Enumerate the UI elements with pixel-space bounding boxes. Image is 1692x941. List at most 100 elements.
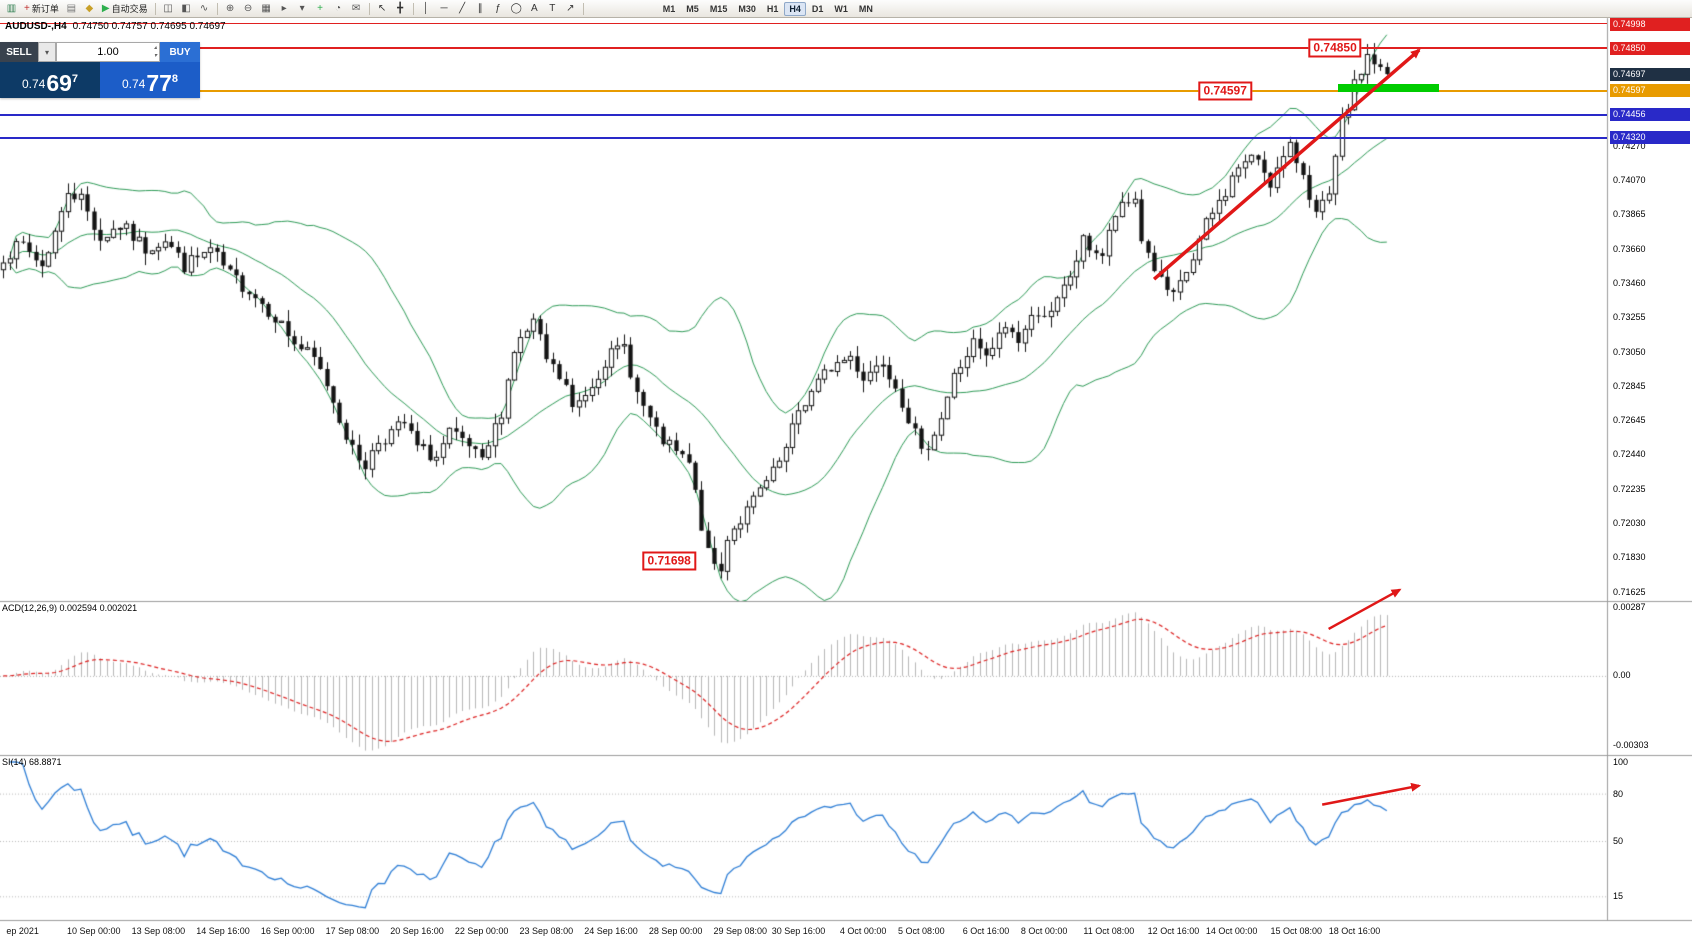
price-tag-0.74597: 0.74597 [1610, 84, 1690, 98]
timeframe-m5-button[interactable]: M5 [686, 3, 699, 14]
price-flag-0.74850[interactable]: 0.74850 [1308, 38, 1362, 58]
price-flag-0.71698[interactable]: 0.71698 [642, 551, 696, 571]
price-scale-label: 0.72845 [1613, 381, 1646, 392]
arrows-tool-icon[interactable]: ↗ [562, 1, 579, 17]
price-scale-label: 0.73460 [1613, 277, 1646, 288]
macd-axis-zero: 0.00 [1613, 669, 1631, 680]
time-axis-label: 23 Sep 08:00 [519, 926, 574, 936]
profiles-icon[interactable]: ◆ [81, 1, 98, 17]
timeframe-d1-button[interactable]: D1 [811, 3, 824, 14]
time-axis-label: 16 Sep 00:00 [260, 926, 315, 936]
horizontal-line-icon[interactable]: ─ [436, 1, 453, 17]
timeframe-m30-button[interactable]: M30 [738, 3, 756, 14]
volume-input[interactable]: 1.00 ▴ ▾ [56, 42, 160, 62]
line-chart-icon[interactable]: ∿ [196, 1, 213, 17]
timeframe-mn-button[interactable]: MN [858, 3, 873, 14]
charts-icon: ▤ [66, 2, 77, 14]
autotrading-icon: ▶ [101, 2, 110, 14]
channel-icon: ∥ [477, 2, 483, 14]
rsi-scale-label: 100 [1613, 757, 1629, 767]
price-scale-label: 0.74270 [1613, 141, 1646, 152]
buy-price-display[interactable]: 0.74 77 8 [100, 62, 200, 98]
sell-price-display[interactable]: 0.74 69 7 [0, 62, 100, 98]
new-order-icon: + [24, 2, 30, 14]
timeframe-h1-button[interactable]: H1 [766, 3, 779, 14]
buy-button[interactable]: BUY [160, 42, 200, 62]
zoom-out-icon[interactable]: ⊖ [240, 1, 257, 17]
volume-down-arrow[interactable]: ▾ [153, 53, 157, 59]
new-order-button[interactable]: + 新订单 [21, 1, 62, 17]
fibonacci-icon[interactable]: ƒ [490, 1, 507, 17]
template-mail-icon: ✉ [351, 2, 361, 14]
auto-scroll-icon[interactable]: ▸ [276, 1, 293, 17]
price-line-0.74998[interactable] [0, 22, 1607, 24]
add-indicator-icon[interactable]: + [312, 1, 329, 17]
time-axis-label: 29 Sep 08:00 [713, 926, 768, 936]
price-scale-label: 0.73050 [1613, 346, 1646, 357]
add-indicator-icon: + [317, 2, 323, 14]
macd-axis-min: -0.00303 [1613, 740, 1649, 750]
trendline-icon[interactable]: ╱ [454, 1, 471, 17]
new-order-button-label: 新订单 [31, 4, 59, 14]
time-axis-label: 17 Sep 08:00 [325, 926, 380, 936]
time-axis-label: 13 Sep 08:00 [131, 926, 186, 936]
template-mail-icon[interactable]: ✉ [348, 1, 365, 17]
timeframe-h4-button[interactable]: H4 [784, 1, 806, 16]
time-axis-label: 11 Oct 08:00 [1083, 926, 1135, 936]
time-axis-label: 24 Sep 16:00 [584, 926, 638, 936]
timeframe-group: M1 M5 M15 M30 H1 H4 D1 W1 MN [658, 1, 878, 16]
price-line-0.74456[interactable] [0, 113, 1607, 116]
zoom-out-icon: ⊖ [243, 2, 253, 14]
autotrading-button-label: 自动交易 [111, 4, 148, 14]
channel-icon[interactable]: ∥ [472, 1, 489, 17]
volume-dropdown[interactable]: ▾ [38, 42, 56, 62]
price-scale-label: 0.73865 [1613, 209, 1646, 220]
textbox-icon[interactable]: T [544, 1, 561, 17]
charts-icon[interactable]: ▤ [63, 1, 80, 17]
chart-window-icon[interactable]: ▥ [3, 1, 20, 17]
price-line-0.74850[interactable] [0, 47, 1607, 50]
period-icon[interactable]: ◔ [330, 1, 347, 17]
timeframe-m15-button[interactable]: M15 [709, 3, 728, 14]
time-axis-label: 8 Oct 00:00 [1020, 926, 1068, 936]
bars-chart-icon[interactable]: ◫ [160, 1, 177, 17]
shapes-icon[interactable]: ◯ [508, 1, 525, 17]
chart-shift-icon[interactable]: ▾ [294, 1, 311, 17]
price-line-0.74320[interactable] [0, 136, 1607, 139]
price-tag-0.74850: 0.74850 [1610, 41, 1690, 55]
chevron-down-icon: ▾ [44, 47, 49, 57]
autotrading-button[interactable]: ▶ 自动交易 [99, 1, 151, 17]
zoom-in-icon[interactable]: ⊕ [222, 1, 239, 17]
sell-button[interactable]: SELL [0, 42, 38, 62]
textbox-icon: T [549, 2, 556, 14]
crosshair-icon[interactable]: ╋ [392, 1, 409, 17]
price-scale-label: 0.72440 [1613, 449, 1646, 460]
main-toolbar: ▥ + 新订单 ▤ ◆ ▶ 自动交易 ◫ ◧ ∿ ⊕ ⊖ ▦ ▸ ▾ + ◔ ✉ ↖ ╋ │ ─ ╱ ∥ ƒ ◯ A T ↗ M1 M5 M1… [0, 0, 1692, 18]
candles-chart-icon[interactable]: ◧ [178, 1, 195, 17]
text-icon[interactable]: A [526, 1, 543, 17]
support-rectangle[interactable] [1338, 83, 1439, 92]
trendline-icon: ╱ [459, 2, 466, 14]
volume-up-arrow[interactable]: ▴ [153, 45, 157, 51]
vertical-line-icon: │ [422, 2, 430, 14]
volume-spinner: ▴ ▾ [154, 44, 157, 60]
price-tag-0.74998: 0.74998 [1610, 18, 1690, 31]
arrows-tool-icon: ↗ [566, 2, 575, 14]
vertical-line-icon[interactable]: │ [418, 1, 435, 17]
timeframe-m1-button[interactable]: M1 [662, 3, 676, 14]
time-axis-label: ep 2021 [6, 926, 39, 936]
chart-shift-icon: ▾ [299, 2, 305, 14]
horizontal-line-icon: ─ [440, 2, 448, 14]
price-line-0.74597[interactable] [0, 90, 1607, 92]
price-flag-0.74597[interactable]: 0.74597 [1198, 81, 1252, 101]
time-axis-label: 30 Sep 16:00 [771, 926, 826, 936]
rsi-scale-label: 15 [1613, 891, 1624, 902]
rsi-scale-label: 50 [1613, 836, 1624, 846]
candles-chart-icon: ◧ [181, 2, 191, 14]
timeframe-w1-button[interactable]: W1 [834, 3, 848, 14]
tile-windows-icon[interactable]: ▦ [258, 1, 275, 17]
price-tag-0.74697: 0.74697 [1610, 67, 1690, 81]
cursor-icon[interactable]: ↖ [374, 1, 391, 17]
crosshair-icon: ╋ [397, 2, 404, 14]
chart-window-icon: ▥ [6, 2, 17, 14]
